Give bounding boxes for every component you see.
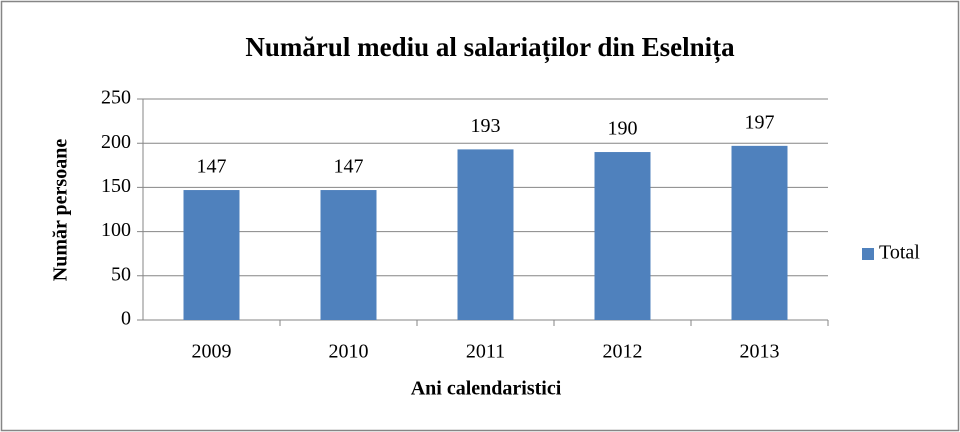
y-tick-label: 150 [101,175,131,197]
bar [731,145,788,320]
x-tick-label: 2010 [329,341,369,363]
y-tick-label: 0 [121,308,131,330]
legend-swatch [862,248,874,260]
bar [594,152,651,320]
x-tick-label: 2009 [192,341,232,363]
bar [320,190,377,320]
y-tick-label: 250 [101,87,131,109]
y-tick-label: 100 [101,219,131,241]
y-axis-label: Număr persoane [50,139,72,282]
data-label: 147 [334,156,364,178]
x-axis-label: Ani calendaristici [411,378,562,400]
bar [457,149,514,320]
data-label: 197 [745,111,775,133]
x-tick-label: 2013 [740,341,780,363]
chart-title: Numărul mediu al salariaților din Eselni… [245,32,735,63]
data-label: 147 [197,156,227,178]
legend-label: Total [879,242,920,264]
y-tick-label: 200 [101,131,131,153]
x-tick-label: 2012 [603,341,643,363]
y-tick-label: 50 [111,263,131,285]
data-label: 193 [471,115,501,137]
data-label: 190 [608,118,638,140]
x-tick-label: 2011 [466,341,505,363]
bar [183,190,240,320]
